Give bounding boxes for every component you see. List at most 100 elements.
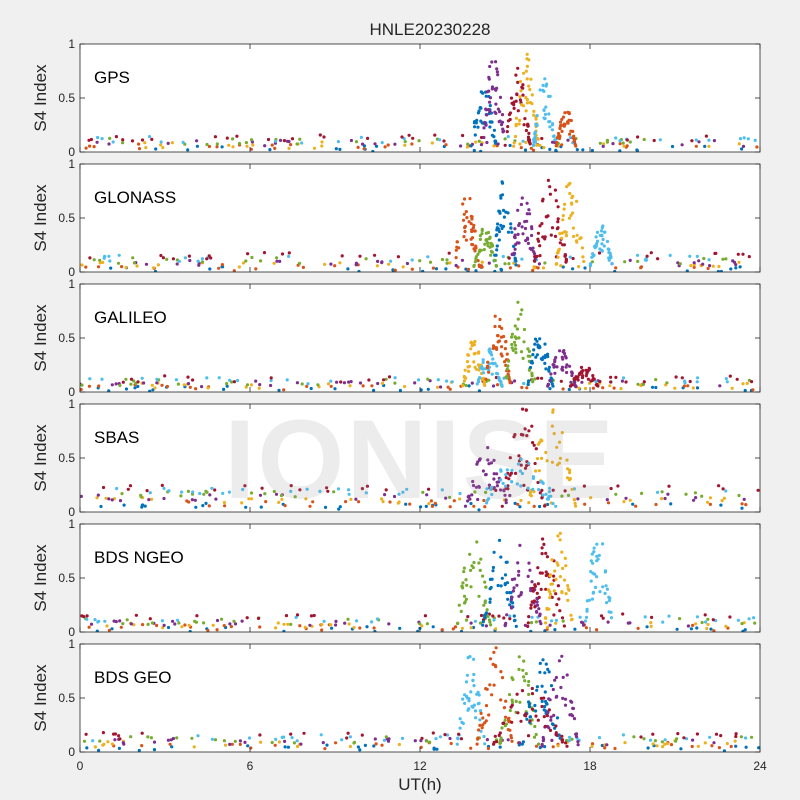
data-point — [558, 120, 563, 124]
data-point — [564, 564, 568, 568]
data-point — [517, 569, 521, 574]
data-point — [609, 616, 614, 620]
data-point — [416, 629, 420, 632]
data-point — [499, 670, 503, 674]
data-point — [601, 386, 605, 390]
data-point — [448, 505, 452, 509]
data-point — [639, 265, 644, 269]
data-point — [543, 77, 547, 81]
y-tick-label: 0 — [68, 145, 75, 159]
data-point — [529, 494, 534, 498]
data-point — [660, 490, 664, 494]
data-point — [442, 139, 446, 143]
data-point — [425, 622, 429, 626]
data-point — [499, 488, 503, 492]
data-point — [432, 747, 436, 751]
data-point — [159, 140, 163, 144]
data-point — [293, 495, 297, 499]
data-point — [564, 741, 568, 745]
data-point — [344, 500, 348, 504]
data-point — [497, 209, 501, 213]
data-point — [444, 143, 448, 147]
data-point — [613, 746, 617, 751]
data-point — [750, 380, 754, 384]
data-point — [497, 238, 501, 242]
data-point — [259, 259, 263, 263]
data-point — [120, 492, 124, 496]
data-point — [420, 624, 424, 628]
data-point — [241, 487, 245, 492]
data-point — [320, 140, 324, 144]
data-point — [496, 583, 500, 588]
data-point — [517, 741, 522, 745]
data-point — [514, 73, 518, 77]
data-point — [473, 490, 477, 494]
data-point — [537, 239, 541, 243]
data-point — [543, 671, 547, 675]
data-point — [96, 135, 100, 140]
data-point — [206, 628, 210, 632]
data-point — [404, 502, 408, 506]
data-point — [555, 365, 559, 369]
data-point — [543, 504, 547, 508]
data-point — [286, 622, 290, 626]
data-point — [577, 372, 582, 377]
data-point — [719, 269, 723, 272]
data-point — [694, 138, 698, 142]
data-point — [373, 142, 377, 146]
data-point — [548, 486, 552, 490]
data-point — [523, 427, 527, 431]
data-point — [528, 568, 532, 572]
y-tick-label: 0.5 — [58, 91, 75, 105]
data-point — [464, 267, 468, 271]
data-point — [231, 137, 235, 141]
data-point — [575, 233, 579, 237]
data-point — [461, 202, 465, 206]
data-point — [545, 702, 549, 706]
data-point — [488, 600, 492, 604]
data-point — [584, 626, 589, 630]
data-point — [286, 745, 290, 749]
data-point — [521, 93, 525, 97]
data-point — [198, 491, 202, 496]
data-point — [388, 500, 392, 504]
data-point — [621, 141, 625, 145]
data-point — [709, 627, 713, 631]
data-point — [336, 487, 341, 491]
data-point — [363, 743, 367, 748]
data-point — [601, 224, 605, 228]
data-point — [517, 454, 521, 458]
data-point — [510, 700, 515, 705]
data-point — [605, 743, 609, 747]
data-point — [540, 376, 544, 380]
data-point — [142, 381, 146, 385]
data-point — [546, 355, 550, 359]
data-point — [129, 382, 133, 386]
data-point — [518, 95, 522, 99]
data-point — [484, 107, 488, 111]
data-point — [467, 494, 471, 498]
data-point — [373, 737, 377, 741]
plot-area — [80, 524, 760, 632]
data-point — [472, 684, 476, 688]
data-point — [479, 557, 483, 561]
data-point — [563, 230, 567, 234]
data-point — [450, 380, 454, 384]
data-point — [459, 737, 463, 741]
data-point — [479, 613, 484, 618]
data-points — [84, 52, 759, 152]
data-point — [448, 495, 452, 499]
data-point — [609, 256, 613, 260]
data-point — [295, 744, 300, 749]
data-point — [114, 135, 118, 139]
data-point — [299, 742, 303, 746]
data-point — [311, 500, 315, 504]
data-point — [387, 375, 392, 379]
data-point — [195, 144, 199, 148]
data-point — [440, 488, 444, 492]
data-point — [421, 269, 425, 272]
data-point — [742, 136, 746, 140]
data-point — [492, 144, 496, 148]
data-point — [594, 383, 598, 387]
